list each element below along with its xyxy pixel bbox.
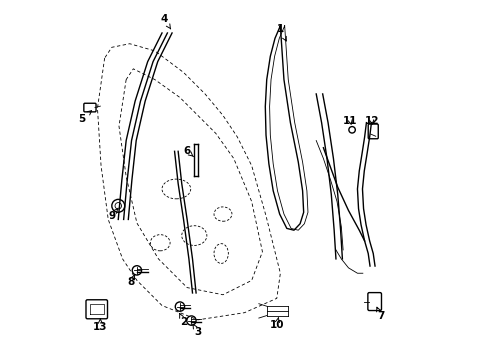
Text: 11: 11 <box>343 116 357 126</box>
Text: 2: 2 <box>179 314 187 327</box>
Text: 7: 7 <box>376 307 384 321</box>
Text: 3: 3 <box>193 324 201 337</box>
Text: 5: 5 <box>78 111 91 124</box>
Text: 9: 9 <box>108 208 118 221</box>
Text: 6: 6 <box>183 146 193 157</box>
Text: 12: 12 <box>364 116 378 126</box>
Text: 4: 4 <box>160 14 170 29</box>
Text: 10: 10 <box>269 318 284 330</box>
Text: 1: 1 <box>276 24 286 41</box>
Text: 8: 8 <box>127 274 135 287</box>
Text: 13: 13 <box>93 319 107 332</box>
